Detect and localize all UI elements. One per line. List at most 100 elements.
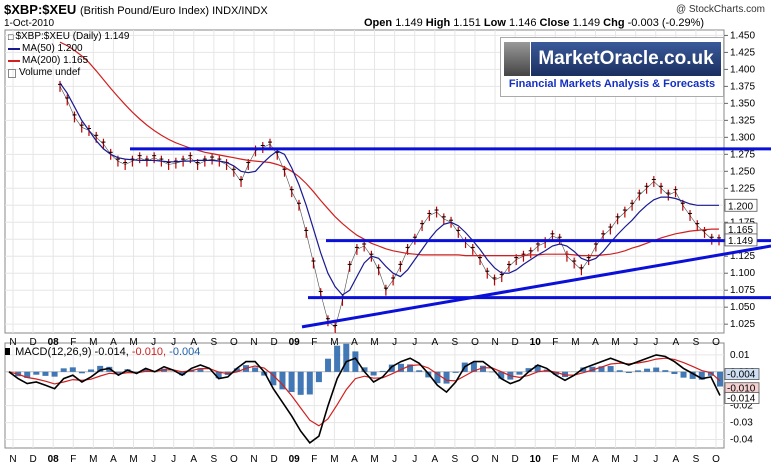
macd-histogram-bar: [270, 371, 277, 386]
legend-ma200: MA(200) 1.165: [8, 55, 129, 67]
macd-x-tick-label: J: [633, 454, 638, 465]
macd-x-tick-label: J: [171, 454, 176, 465]
y-tick-label: 1.275: [730, 149, 755, 160]
ma200-swatch: [8, 60, 20, 62]
macd-histogram-bar: [516, 371, 523, 375]
macd-x-tick-label: 08: [48, 454, 60, 465]
x-tick-label: M: [89, 337, 97, 348]
macd-histogram-bar: [60, 368, 67, 372]
logo-title: MarketOracle.co.uk: [531, 42, 721, 76]
macd-histogram-bar: [634, 370, 641, 372]
macd-x-tick-label: M: [370, 454, 378, 465]
close-label: Close: [539, 17, 570, 29]
macd-histogram-bar: [261, 371, 268, 376]
y-tick-label: 1.225: [730, 183, 755, 194]
y-tick-label: 1.300: [730, 132, 755, 143]
x-tick-label: J: [412, 337, 417, 348]
chart-description: (British Pound/Euro Index) INDX/INDX: [80, 5, 268, 17]
market-oracle-logo: MarketOracle.co.uk Financial Markets Ana…: [500, 37, 724, 97]
macd-x-tick-label: S: [452, 454, 459, 465]
y-tick-label: 1.400: [730, 64, 755, 75]
macd-x-tick-label: J: [412, 454, 417, 465]
macd-x-tick-label: S: [211, 454, 218, 465]
legend-volume-label: Volume undef: [19, 67, 81, 78]
macd-histogram-bar: [616, 370, 623, 372]
y-tick-label: 1.325: [730, 115, 755, 126]
macd-x-tick-label: N: [491, 454, 498, 465]
macd-x-tick-label: D: [29, 454, 36, 465]
macd-y-tick-label: 0.01: [730, 350, 750, 361]
chg-value: -0.003 (-0.29%): [627, 17, 705, 29]
macd-x-tick-label: A: [351, 454, 358, 465]
y-tick-label: 1.125: [730, 251, 755, 262]
macd-histogram-bar: [115, 371, 122, 373]
x-tick-label: A: [431, 337, 438, 348]
macd-histogram-bar: [407, 364, 414, 372]
macd-histogram-bar: [306, 371, 313, 395]
x-tick-label: J: [171, 337, 176, 348]
y-tick-label: 1.100: [730, 268, 755, 279]
x-tick-label: S: [693, 337, 700, 348]
legend-ma50-label: MA(50) 1.200: [22, 43, 83, 54]
ohlc-readout: Open 1.149 High 1.151 Low 1.146 Close 1.…: [364, 17, 704, 29]
x-tick-label: D: [270, 337, 277, 348]
macd-y-tick-label: -0.04: [730, 435, 753, 446]
macd-histogram-bar: [42, 371, 49, 376]
macd-x-tick-label: A: [592, 454, 599, 465]
chg-label: Chg: [603, 17, 625, 29]
legend-main-label: $XBP:$XEU (Daily) 1.149: [15, 31, 130, 42]
macd-histogram-bar: [443, 371, 450, 384]
ma200-line: [59, 41, 719, 257]
close-value: 1.149: [572, 17, 601, 29]
macd-x-tick-label: A: [110, 454, 117, 465]
macd-x-tick-label: A: [190, 454, 197, 465]
macd-histogram-bar: [51, 371, 58, 377]
macd-hist-value: -0.004: [169, 346, 201, 358]
macd-histogram-bar: [352, 351, 359, 372]
x-tick-label: S: [211, 337, 218, 348]
macd-x-tick-label: M: [89, 454, 97, 465]
legend-ma200-label: MA(200) 1.165: [22, 55, 89, 66]
macd-histogram-bar: [680, 371, 687, 378]
x-tick-label: M: [370, 337, 378, 348]
open-label: Open: [364, 17, 393, 29]
x-tick-label: N: [250, 337, 257, 348]
macd-x-tick-label: O: [471, 454, 479, 465]
macd-x-tick-label: N: [250, 454, 257, 465]
macd-histogram-bar: [215, 371, 222, 379]
macd-histogram-bar: [361, 367, 368, 372]
macd-signal-line: [8, 357, 721, 427]
macd-histogram-bar: [534, 365, 541, 372]
legend-main: □ $XBP:$XEU (Daily) 1.149: [8, 31, 129, 43]
legend-ma50: MA(50) 1.200: [8, 43, 129, 55]
low-value: 1.146: [508, 17, 537, 29]
macd-signal-value: -0.010,: [131, 346, 167, 358]
y-tick-label: 1.375: [730, 81, 755, 92]
high-label: High: [425, 17, 451, 29]
y-tick-label: 1.050: [730, 302, 755, 313]
macd-value-tag-label: -0.010: [727, 384, 756, 395]
x-tick-label: 09: [289, 337, 301, 348]
macd-histogram-bar: [33, 371, 40, 375]
macd-histogram-bar: [397, 363, 404, 372]
y-tick-label: 1.450: [730, 30, 755, 41]
rising-trendline: [301, 244, 771, 329]
value-tag-label: 1.200: [728, 201, 753, 212]
macd-histogram-bar: [343, 343, 350, 372]
x-tick-label: D: [29, 337, 36, 348]
macd-histogram-bar: [662, 370, 669, 372]
macd-x-tick-label: D: [512, 454, 519, 465]
macd-histogram-bar: [707, 371, 714, 376]
macd-histogram-bar: [142, 368, 149, 372]
macd-histogram-bar: [717, 371, 723, 387]
value-tag-label: 1.165: [728, 225, 753, 236]
x-tick-label: J: [151, 337, 156, 348]
macd-label: MACD(12,26,9): [15, 346, 92, 358]
macd-histogram-bar: [315, 371, 322, 383]
macd-histogram-bar: [625, 371, 632, 373]
macd-histogram-bar: [297, 371, 304, 395]
chart-icon: □: [8, 32, 14, 42]
macd-histogram-bar: [179, 371, 186, 376]
macd-histogram-bar: [480, 365, 486, 372]
macd-histogram-bar: [97, 365, 104, 372]
